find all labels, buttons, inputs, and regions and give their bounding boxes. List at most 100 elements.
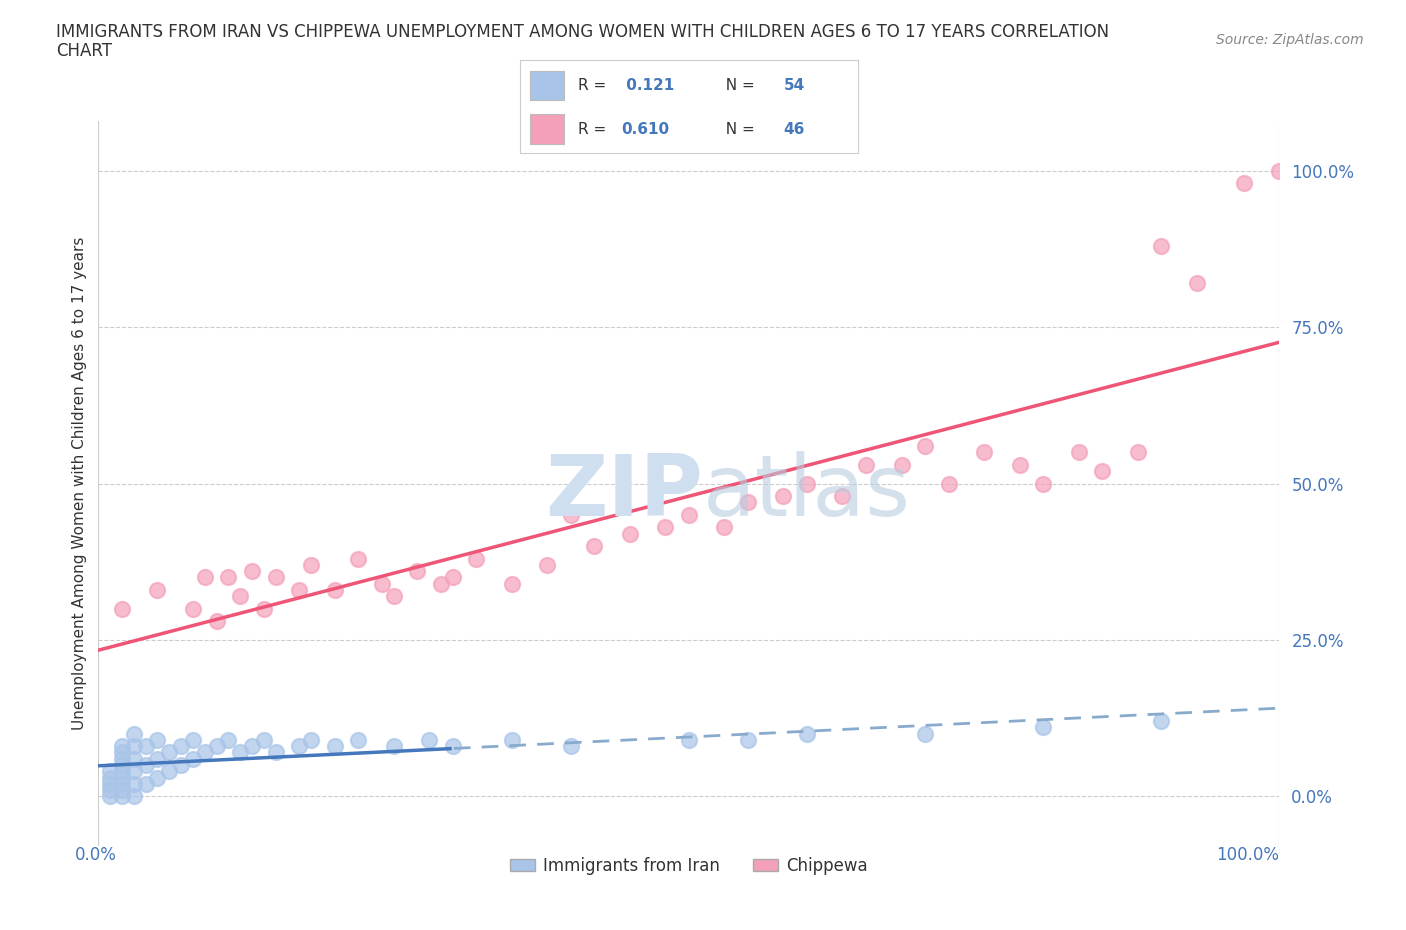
Text: IMMIGRANTS FROM IRAN VS CHIPPEWA UNEMPLOYMENT AMONG WOMEN WITH CHILDREN AGES 6 T: IMMIGRANTS FROM IRAN VS CHIPPEWA UNEMPLO… (56, 23, 1109, 41)
Point (1268, 164, 1291, 179)
Point (122, 764, 145, 778)
Point (157, 745, 180, 760)
Point (347, 733, 370, 748)
FancyBboxPatch shape (530, 71, 564, 100)
Point (111, 601, 134, 616)
Point (146, 733, 169, 748)
Point (229, 589, 252, 604)
Point (111, 751, 134, 766)
Point (229, 745, 252, 760)
Point (253, 601, 276, 616)
Point (135, 738, 157, 753)
Point (264, 570, 287, 585)
Point (1150, 238, 1173, 253)
Point (122, 751, 145, 766)
Point (299, 557, 322, 572)
Point (371, 577, 394, 591)
Point (1233, 176, 1256, 191)
Point (98, 789, 121, 804)
Point (122, 789, 145, 804)
Point (146, 751, 169, 766)
Point (418, 733, 440, 748)
Point (111, 764, 134, 778)
Point (170, 758, 193, 773)
Point (122, 726, 145, 741)
Point (855, 458, 877, 472)
Point (111, 777, 134, 791)
Point (299, 733, 322, 748)
Text: CHART: CHART (56, 42, 112, 60)
Text: 100.0%: 100.0% (1216, 846, 1279, 864)
Point (98, 764, 121, 778)
Point (111, 758, 134, 773)
Point (772, 488, 794, 503)
Point (914, 726, 936, 741)
Point (678, 733, 700, 748)
Y-axis label: Unemployment Among Women with Children Ages 6 to 17 years: Unemployment Among Women with Children A… (72, 237, 87, 730)
Text: 46: 46 (783, 122, 804, 137)
Point (1150, 714, 1173, 729)
Point (430, 577, 453, 591)
Text: Source: ZipAtlas.com: Source: ZipAtlas.com (1216, 33, 1364, 46)
Point (288, 738, 311, 753)
Text: N =: N = (716, 78, 759, 93)
Point (560, 738, 582, 753)
Point (1067, 445, 1090, 459)
Point (737, 733, 759, 748)
Point (122, 777, 145, 791)
Point (501, 733, 523, 748)
Point (831, 488, 853, 503)
Point (560, 508, 582, 523)
Point (501, 577, 523, 591)
Point (323, 738, 346, 753)
Point (796, 476, 818, 491)
Point (1008, 458, 1031, 472)
Text: 0.610: 0.610 (621, 122, 669, 137)
Point (98, 782, 121, 797)
Point (111, 745, 134, 760)
Point (98, 770, 121, 785)
Point (253, 733, 276, 748)
Text: 0.0%: 0.0% (75, 846, 117, 864)
Point (146, 582, 169, 597)
Point (382, 589, 405, 604)
Point (194, 570, 217, 585)
Point (678, 508, 700, 523)
Point (181, 601, 204, 616)
Text: atlas: atlas (703, 451, 911, 535)
Point (111, 770, 134, 785)
Point (146, 770, 169, 785)
Point (264, 745, 287, 760)
Point (406, 564, 429, 578)
Point (217, 733, 239, 748)
Point (135, 777, 157, 791)
Point (914, 439, 936, 454)
Point (111, 789, 134, 804)
Point (111, 738, 134, 753)
Legend: Immigrants from Iran, Chippewa: Immigrants from Iran, Chippewa (503, 850, 875, 882)
Point (654, 520, 676, 535)
Point (619, 526, 641, 541)
Point (205, 738, 228, 753)
Point (1126, 445, 1149, 459)
Point (288, 582, 311, 597)
Point (890, 458, 912, 472)
Point (1032, 720, 1054, 735)
Point (1032, 476, 1054, 491)
Point (583, 538, 606, 553)
Text: ZIP: ZIP (546, 451, 703, 535)
Point (796, 726, 818, 741)
Point (181, 733, 204, 748)
Point (1185, 276, 1208, 291)
Point (973, 445, 995, 459)
Point (205, 614, 228, 629)
Point (465, 551, 488, 566)
Point (382, 738, 405, 753)
Point (441, 570, 464, 585)
Text: 0.121: 0.121 (621, 78, 675, 93)
Text: 54: 54 (783, 78, 804, 93)
Point (323, 582, 346, 597)
Point (98, 777, 121, 791)
Point (713, 520, 735, 535)
Point (157, 764, 180, 778)
